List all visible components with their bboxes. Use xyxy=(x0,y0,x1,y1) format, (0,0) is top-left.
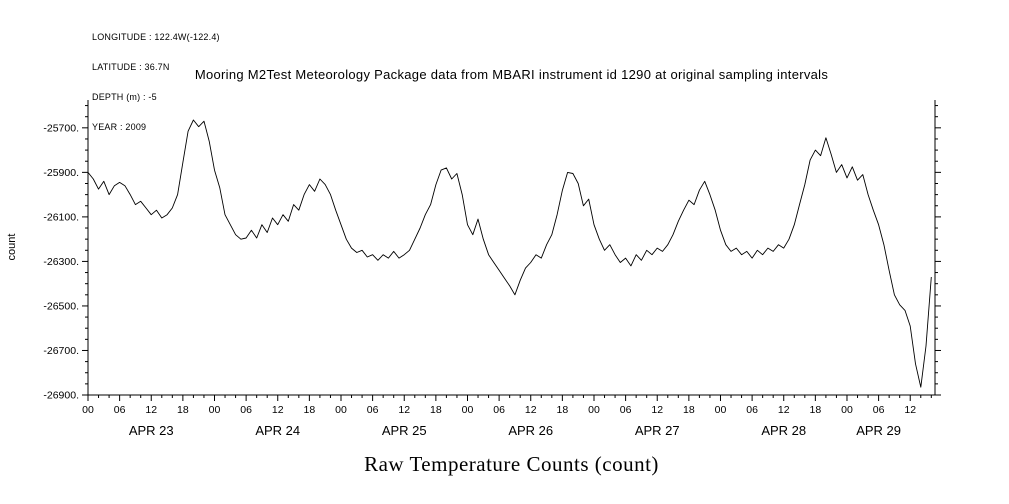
x-hour-label: 12 xyxy=(145,404,157,416)
x-hour-label: 18 xyxy=(177,404,189,416)
y-tick-label: -26300. xyxy=(43,256,79,268)
y-tick-label: -25900. xyxy=(43,167,79,179)
x-day-label: APR 26 xyxy=(508,423,553,438)
x-hour-label: 00 xyxy=(462,404,474,416)
x-day-label: APR 25 xyxy=(382,423,427,438)
x-hour-label: 00 xyxy=(82,404,94,416)
x-hour-label: 00 xyxy=(715,404,727,416)
y-tick-label: -26900. xyxy=(43,390,79,402)
x-hour-label: 06 xyxy=(746,404,758,416)
x-day-label: APR 28 xyxy=(761,423,806,438)
x-hour-label: 06 xyxy=(240,404,252,416)
x-hour-label: 12 xyxy=(778,404,790,416)
x-hour-label: 12 xyxy=(904,404,916,416)
plot-title: Mooring M2Test Meteorology Package data … xyxy=(194,67,829,82)
x-hour-label: 12 xyxy=(651,404,663,416)
x-hour-label: 00 xyxy=(209,404,221,416)
y-tick-label: -26100. xyxy=(43,211,79,223)
x-hour-label: 18 xyxy=(430,404,442,416)
meta-year: YEAR : 2009 xyxy=(92,122,147,132)
x-hour-label: 06 xyxy=(114,404,126,416)
x-hour-label: 12 xyxy=(525,404,537,416)
x-axis-title: Raw Temperature Counts (count) xyxy=(364,452,659,476)
x-hour-label: 06 xyxy=(620,404,632,416)
x-hour-label: 00 xyxy=(335,404,347,416)
x-day-label: APR 23 xyxy=(129,423,174,438)
metadata-block: LONGITUDE : 122.4W(-122.4) LATITUDE : 36… xyxy=(92,12,220,152)
x-hour-label: 06 xyxy=(873,404,885,416)
x-hour-label: 12 xyxy=(398,404,410,416)
y-tick-label: -26500. xyxy=(43,300,79,312)
x-day-label: APR 24 xyxy=(255,423,300,438)
x-hour-label: 12 xyxy=(272,404,284,416)
x-hour-label: 18 xyxy=(810,404,822,416)
x-day-label: APR 29 xyxy=(856,423,901,438)
x-hour-label: 18 xyxy=(683,404,695,416)
x-day-label: APR 27 xyxy=(635,423,680,438)
meta-latitude: LATITUDE : 36.7N xyxy=(92,62,170,72)
x-hour-label: 06 xyxy=(493,404,505,416)
y-tick-label: -26700. xyxy=(43,345,79,357)
meta-depth: DEPTH (m) : -5 xyxy=(92,92,157,102)
y-tick-label: -25700. xyxy=(43,122,79,134)
x-hour-label: 06 xyxy=(367,404,379,416)
x-hour-label: 00 xyxy=(588,404,600,416)
meta-longitude: LONGITUDE : 122.4W(-122.4) xyxy=(92,32,220,42)
x-hour-label: 00 xyxy=(841,404,853,416)
data-series-line xyxy=(87,119,932,388)
x-hour-label: 18 xyxy=(557,404,569,416)
y-axis-label: count xyxy=(6,233,18,261)
x-hour-label: 18 xyxy=(304,404,316,416)
